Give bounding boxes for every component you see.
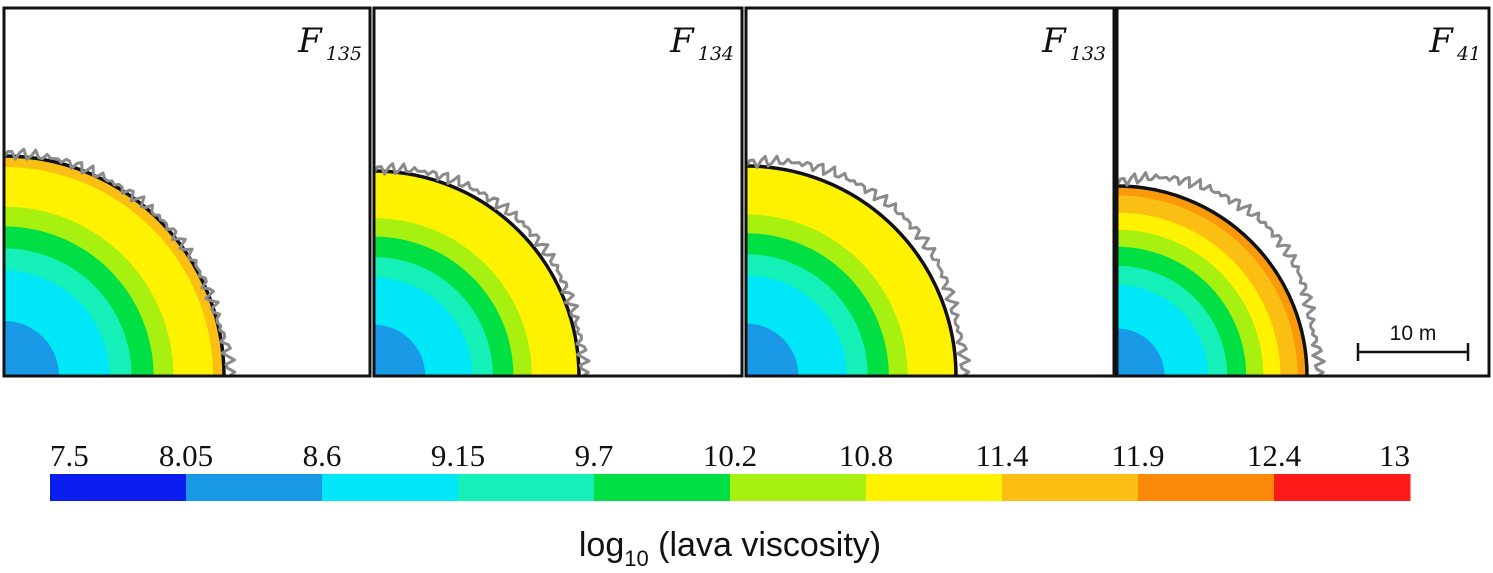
panel-frame [1115,6,1491,378]
panel-label-subscript: 135 [326,43,362,65]
panel-label: F 41 [1428,21,1481,65]
panels-row: F 135 F 134 F 133 F 41 [2,6,1491,378]
colorbar-segment [730,474,867,501]
colorbar-segment [1138,474,1275,501]
panel-label-main: F [1041,21,1067,61]
colorbar-tick-label: 8.6 [303,438,342,473]
colorbar-segment [322,474,459,501]
lava-flow [4,147,237,376]
colorbar: 7.5 8.05 8.6 9.15 9.7 10.2 10.8 11.4 11.9 12.4 13 … [50,438,1411,571]
colorbar-tick-label: 10.2 [703,438,757,473]
panel-label-main: F [1428,21,1454,61]
colorbar-title: log10 (lava viscosity) [579,526,881,571]
colorbar-tick-label: 8.05 [159,438,213,473]
colorbar-segment [186,474,323,501]
lava-flow [1117,171,1326,376]
panel-41: F 41 [1115,6,1491,378]
colorbar-tick-labels: 7.5 8.05 8.6 9.15 9.7 10.2 10.8 11.4 11.9 12.4 13 [50,438,1410,473]
observed-flow-front [374,162,591,376]
viscosity-zone [4,321,59,376]
colorbar-tick-label: 11.4 [975,438,1029,473]
colorbar-title-subscript: 10 [624,546,648,571]
panel-frame [2,6,372,378]
colorbar-tick-label: 10.8 [839,438,893,473]
colorbar-segments [50,474,1411,501]
colorbar-segment [866,474,1003,501]
colorbar-segment [1002,474,1139,501]
colorbar-tick-label: 7.5 [50,438,89,473]
panel-label: F 133 [1041,21,1106,65]
observed-flow-front [4,147,237,376]
panel-label-subscript: 41 [1456,43,1481,65]
panel-label: F 134 [669,21,734,65]
scale-bar-label: 10 m [1390,322,1437,345]
simulated-flow-front [374,169,581,376]
panel-label-main: F [669,21,695,61]
simulated-flow-front [1117,184,1309,376]
colorbar-segment [594,474,731,501]
lava-flow [746,154,971,376]
panel-label-main: F [297,21,323,61]
colorbar-tick-label: 9.7 [575,438,614,473]
panel-frame [744,6,1116,378]
panel-135: F 135 [2,6,372,378]
colorbar-tick-label: 12.4 [1247,438,1302,473]
colorbar-tick-label: 13 [1379,438,1410,473]
viscosity-zone [746,323,799,376]
panel-label-subscript: 133 [1070,43,1106,65]
observed-flow-front [1117,171,1326,376]
colorbar-segment [1274,474,1411,501]
panel-134: F 134 [372,6,744,378]
lava-flow [374,162,591,376]
colorbar-title-rest: (lava viscosity) [649,526,881,564]
panel-133: F 133 [744,6,1116,378]
simulated-flow-front [746,164,958,376]
colorbar-segment [458,474,595,501]
panel-frame [372,6,744,378]
panel-label: F 135 [297,21,362,65]
viscosity-zone [1117,328,1165,376]
scale-bar: 10 m [1356,322,1470,361]
viscosity-zone [374,324,426,376]
colorbar-tick-label: 11.9 [1111,438,1164,473]
panel-label-subscript: 134 [698,43,734,65]
observed-flow-front [746,154,971,376]
colorbar-title-log: log [579,526,624,564]
colorbar-tick-label: 9.15 [431,438,485,473]
colorbar-segment [50,474,187,501]
